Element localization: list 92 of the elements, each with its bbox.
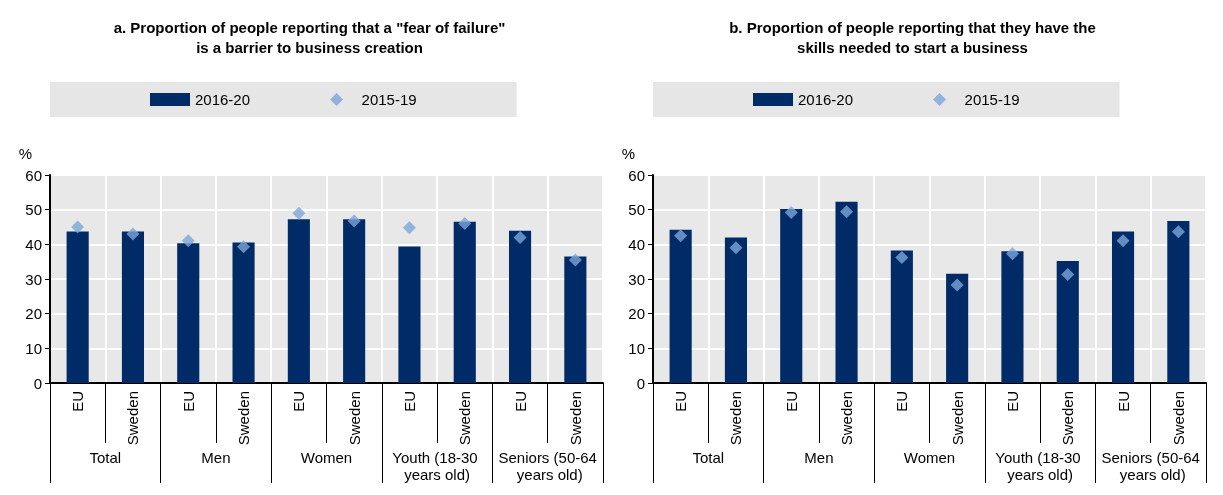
x-tick-label: Sweden [235, 391, 253, 446]
bar [66, 231, 89, 383]
text: Women [300, 449, 353, 466]
x-tick-label: Sweden [1059, 391, 1077, 446]
text: Total [692, 449, 725, 466]
point [784, 205, 798, 219]
bar [780, 208, 803, 383]
y-tick-label: 10 [25, 339, 42, 357]
point [347, 214, 361, 228]
x-tick-label: EU [672, 391, 690, 412]
point [729, 241, 743, 255]
bar [835, 201, 858, 383]
x-tick-label: EU [1003, 391, 1021, 412]
legend-label: 2015-19 [361, 91, 417, 108]
bar [946, 273, 969, 383]
y-tick-label: 30 [25, 270, 42, 288]
x-tick-label: EU [69, 391, 87, 412]
x-tick-label: Sweden [124, 391, 142, 446]
y-tick-label: 20 [628, 305, 645, 323]
bar [343, 219, 366, 383]
point [950, 278, 964, 292]
bar [890, 250, 913, 383]
x-tick-label: EU [511, 391, 529, 412]
bar [1111, 231, 1135, 383]
x-tick-label: Sweden [345, 391, 363, 446]
point [1005, 247, 1019, 261]
x-tick-label: EU [782, 391, 800, 412]
x-tick-label: Sweden [456, 391, 474, 446]
y-tick-label: 30 [628, 270, 645, 288]
text: Total [89, 449, 122, 466]
x-tick-label: EU [1114, 391, 1132, 412]
bar [564, 256, 587, 383]
x-tick-label: EU [893, 391, 911, 412]
x-tick-label: Sweden [727, 391, 745, 446]
y-tick-label: 0 [636, 374, 645, 392]
x-tick-label: Sweden [566, 391, 584, 446]
bar [1056, 260, 1079, 383]
point [840, 205, 854, 219]
y-tick-label: 40 [628, 235, 645, 253]
x-tick-label: Sweden [838, 391, 856, 446]
text: Seniors (50-64 years old) [1101, 449, 1200, 483]
point [1116, 234, 1130, 248]
point [402, 221, 416, 235]
point [237, 240, 251, 254]
bar [508, 230, 532, 383]
text: Women [903, 449, 956, 466]
bar [669, 229, 692, 383]
chart-title: a. Proportion of people reporting that a "fear of failure" is a barrier to business creation [113, 18, 506, 56]
x-tick-label: EU [400, 391, 418, 412]
x-tick-label: EU [290, 391, 308, 412]
point [1061, 267, 1075, 281]
point [126, 227, 140, 241]
point [895, 251, 909, 265]
x-tick-label: Sweden [1169, 391, 1187, 446]
text: Youth (18-30 years old) [995, 449, 1085, 483]
chart-title: b. Proportion of people reporting that they have the skills needed to start a business [729, 18, 1096, 56]
y-tick-label: 40 [25, 235, 42, 253]
bar [1001, 251, 1024, 383]
bar [1167, 221, 1190, 383]
point [292, 206, 306, 220]
bar [287, 219, 310, 383]
x-tick-label: EU [179, 391, 197, 412]
legend-label: 2016-20 [798, 91, 854, 108]
bar [177, 243, 200, 383]
point [1171, 225, 1185, 239]
point [674, 229, 688, 243]
y-tick-label: 50 [628, 201, 645, 219]
y-tick-label: 10 [628, 339, 645, 357]
text: Men [804, 449, 834, 466]
point [71, 220, 85, 234]
point [458, 217, 472, 231]
x-tick-label: Sweden [948, 391, 966, 446]
text: Men [201, 449, 231, 466]
bar [398, 246, 421, 383]
y-axis-title: % [621, 145, 635, 162]
bar [232, 242, 255, 383]
bar [724, 237, 748, 383]
y-tick-label: 60 [25, 166, 42, 184]
y-tick-label: 50 [25, 201, 42, 219]
point [181, 234, 195, 248]
point [568, 253, 582, 267]
y-tick-label: 60 [628, 166, 645, 184]
bar [453, 221, 476, 383]
y-axis-title: % [18, 145, 32, 162]
legend-label: 2016-20 [195, 91, 251, 108]
text: Seniors (50-64 years old) [498, 449, 597, 483]
y-tick-label: 20 [25, 305, 42, 323]
legend-label: 2015-19 [964, 91, 1020, 108]
text: Youth (18-30 years old) [392, 449, 482, 483]
point [513, 230, 527, 244]
y-tick-label: 0 [33, 374, 42, 392]
bar [121, 231, 145, 383]
